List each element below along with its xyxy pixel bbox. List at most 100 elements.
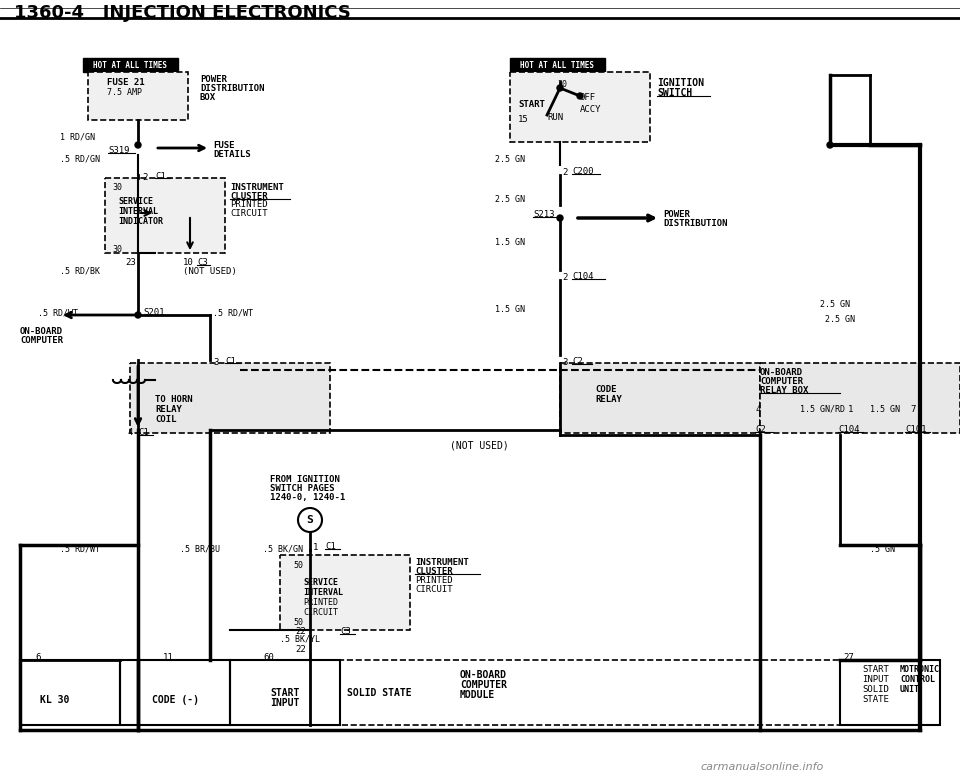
Text: S: S xyxy=(306,515,313,525)
Text: 10: 10 xyxy=(183,258,194,267)
Bar xyxy=(83,58,178,72)
Text: 2.5 GN: 2.5 GN xyxy=(495,195,525,204)
Text: .5 BK/GN: .5 BK/GN xyxy=(263,545,303,554)
Text: SWITCH PAGES: SWITCH PAGES xyxy=(270,484,334,493)
Text: C2: C2 xyxy=(572,357,583,366)
Text: CIRCUIT: CIRCUIT xyxy=(303,608,338,617)
Text: carmanualsonline.info: carmanualsonline.info xyxy=(700,762,824,772)
Text: 50: 50 xyxy=(293,618,303,627)
Circle shape xyxy=(557,215,563,221)
Text: 1240-0, 1240-1: 1240-0, 1240-1 xyxy=(270,493,346,502)
Text: CONTROL: CONTROL xyxy=(900,675,935,684)
Text: 22: 22 xyxy=(295,627,305,636)
Text: SOLID: SOLID xyxy=(862,685,889,694)
Circle shape xyxy=(135,142,141,148)
Text: INTERVAL: INTERVAL xyxy=(118,207,158,216)
Circle shape xyxy=(827,142,833,148)
Text: 3: 3 xyxy=(562,358,567,367)
Text: 2: 2 xyxy=(562,273,567,282)
Text: KL 30: KL 30 xyxy=(40,695,70,705)
Text: 7.5 AMP: 7.5 AMP xyxy=(107,88,142,97)
Text: INSTRUMENT: INSTRUMENT xyxy=(415,558,468,567)
Text: INTERVAL: INTERVAL xyxy=(303,588,343,597)
Text: 6: 6 xyxy=(35,653,40,662)
Text: 1.5 GN/RD: 1.5 GN/RD xyxy=(800,405,845,414)
Text: 4: 4 xyxy=(127,428,132,437)
Text: .5 BR/BU: .5 BR/BU xyxy=(180,545,220,554)
Text: S213: S213 xyxy=(533,210,555,219)
Text: .5 GN: .5 GN xyxy=(870,545,895,554)
Text: .5 BK/YL: .5 BK/YL xyxy=(280,635,320,644)
Text: 30: 30 xyxy=(557,80,567,89)
Text: SWITCH: SWITCH xyxy=(657,88,692,98)
Text: S201: S201 xyxy=(143,308,164,317)
Text: ON-BOARD: ON-BOARD xyxy=(20,327,63,336)
Bar xyxy=(510,72,650,142)
Bar xyxy=(510,58,605,72)
Text: C104: C104 xyxy=(572,272,593,281)
Text: OFF: OFF xyxy=(580,93,596,102)
Text: UNIT: UNIT xyxy=(900,685,920,694)
Text: 1: 1 xyxy=(848,405,853,414)
Text: RELAY BOX: RELAY BOX xyxy=(760,386,808,395)
Text: 60: 60 xyxy=(263,653,274,662)
Text: C1: C1 xyxy=(225,357,236,366)
Text: PRINTED: PRINTED xyxy=(230,200,268,209)
Text: PRINTED: PRINTED xyxy=(415,576,452,585)
Text: INSTRUMENT: INSTRUMENT xyxy=(230,183,284,192)
Text: S319: S319 xyxy=(108,146,130,155)
Bar xyxy=(230,660,340,725)
Text: C3: C3 xyxy=(340,627,350,636)
Text: 11: 11 xyxy=(163,653,174,662)
Text: C101: C101 xyxy=(905,425,926,434)
Text: IGNITION: IGNITION xyxy=(657,78,704,88)
Bar xyxy=(560,363,760,433)
Text: FUSE 21: FUSE 21 xyxy=(107,78,145,87)
Text: CIRCUIT: CIRCUIT xyxy=(230,209,268,218)
Bar xyxy=(280,555,410,630)
Bar xyxy=(88,72,188,120)
Text: SERVICE: SERVICE xyxy=(303,578,338,587)
Bar xyxy=(105,178,225,253)
Text: START: START xyxy=(862,665,889,674)
Text: C1: C1 xyxy=(155,172,166,181)
Text: CODE: CODE xyxy=(595,385,616,394)
Text: START: START xyxy=(518,100,545,109)
Text: POWER: POWER xyxy=(663,210,690,219)
Text: 1.5 GN: 1.5 GN xyxy=(495,238,525,247)
Bar xyxy=(760,363,960,433)
Text: 30: 30 xyxy=(112,183,122,192)
Text: PRINTED: PRINTED xyxy=(303,598,338,607)
Text: RELAY: RELAY xyxy=(595,395,622,404)
Text: C2: C2 xyxy=(755,425,766,434)
Text: CIRCUIT: CIRCUIT xyxy=(415,585,452,594)
Text: C200: C200 xyxy=(572,167,593,176)
Text: CLUSTER: CLUSTER xyxy=(415,567,452,576)
Text: RUN: RUN xyxy=(547,113,564,122)
Text: START: START xyxy=(271,688,300,698)
Text: 1: 1 xyxy=(313,543,319,552)
Text: MODULE: MODULE xyxy=(460,690,495,700)
Text: 2.5 GN: 2.5 GN xyxy=(825,315,855,324)
Text: 1.5 GN: 1.5 GN xyxy=(495,305,525,314)
Text: (NOT USED): (NOT USED) xyxy=(183,267,237,276)
Text: MOTRONIC: MOTRONIC xyxy=(900,665,940,674)
Text: HOT AT ALL TIMES: HOT AT ALL TIMES xyxy=(520,60,594,70)
Text: ACCY: ACCY xyxy=(580,105,602,114)
Text: .5 RD/WT: .5 RD/WT xyxy=(38,308,78,317)
Text: FUSE: FUSE xyxy=(213,141,234,150)
Text: 2: 2 xyxy=(562,168,567,177)
Text: 50: 50 xyxy=(293,561,303,570)
Bar xyxy=(840,660,940,725)
Circle shape xyxy=(135,312,141,318)
Text: 1 RD/GN: 1 RD/GN xyxy=(60,133,95,142)
Bar xyxy=(20,660,120,725)
Text: BOX: BOX xyxy=(200,93,216,102)
Text: DISTRIBUTION: DISTRIBUTION xyxy=(200,84,265,93)
Text: INDICATOR: INDICATOR xyxy=(118,217,163,226)
Text: 2.5 GN: 2.5 GN xyxy=(820,300,850,309)
Text: .5 RD/GN: .5 RD/GN xyxy=(60,155,100,164)
Text: .5 RD/WT: .5 RD/WT xyxy=(213,308,253,317)
Text: COMPUTER: COMPUTER xyxy=(460,680,507,690)
Text: COMPUTER: COMPUTER xyxy=(20,336,63,345)
